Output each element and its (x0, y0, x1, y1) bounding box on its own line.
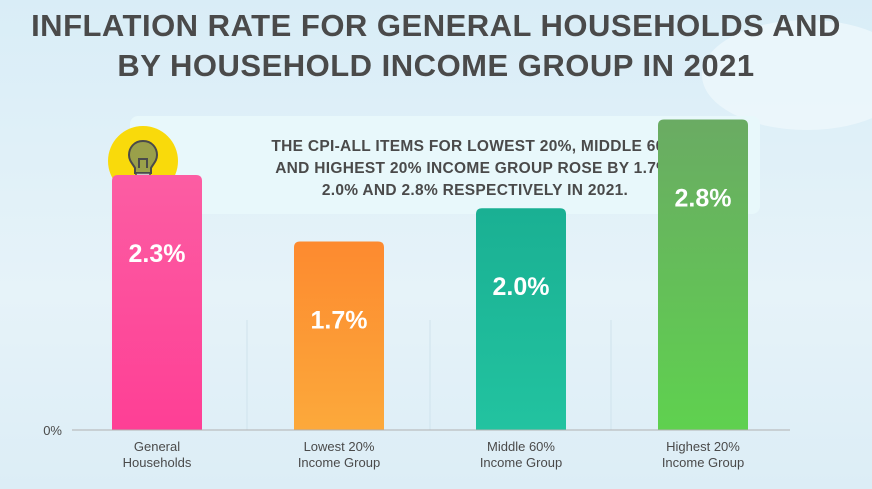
category-label: Income Group (480, 455, 562, 470)
category-label: Income Group (662, 455, 744, 470)
category-label: Households (123, 455, 192, 470)
bar (294, 241, 384, 430)
category-label: Income Group (298, 455, 380, 470)
category-label: Highest 20% (666, 439, 740, 454)
callout-text: THE CPI-ALL ITEMS FOR LOWEST 20%, MIDDLE… (200, 136, 750, 202)
title-line-2: BY HOUSEHOLD INCOME GROUP IN 2021 (117, 48, 755, 83)
callout-line-1: THE CPI-ALL ITEMS FOR LOWEST 20%, MIDDLE… (271, 138, 679, 155)
callout-box: THE CPI-ALL ITEMS FOR LOWEST 20%, MIDDLE… (130, 116, 760, 214)
title-line-1: INFLATION RATE FOR GENERAL HOUSEHOLDS AN… (31, 8, 841, 43)
chart-title: INFLATION RATE FOR GENERAL HOUSEHOLDS AN… (0, 6, 872, 86)
background-decoration (702, 20, 872, 130)
category-label: General (134, 439, 180, 454)
bar-value-label: 2.3% (129, 240, 186, 268)
bar-value-label: 2.0% (493, 273, 550, 301)
callout-line-3: 2.0% AND 2.8% RESPECTIVELY IN 2021. (321, 182, 629, 199)
y-tick-label-0: 0% (43, 423, 62, 438)
bar (112, 174, 202, 430)
bar-value-label: 2.8% (675, 185, 732, 213)
category-label: Lowest 20% (304, 439, 375, 454)
bar (476, 208, 566, 430)
callout-line-2: AND HIGHEST 20% INCOME GROUP ROSE BY 1.7… (275, 160, 675, 177)
category-label: Middle 60% (487, 439, 555, 454)
bar (658, 119, 748, 430)
bar-value-label: 1.7% (311, 307, 368, 335)
